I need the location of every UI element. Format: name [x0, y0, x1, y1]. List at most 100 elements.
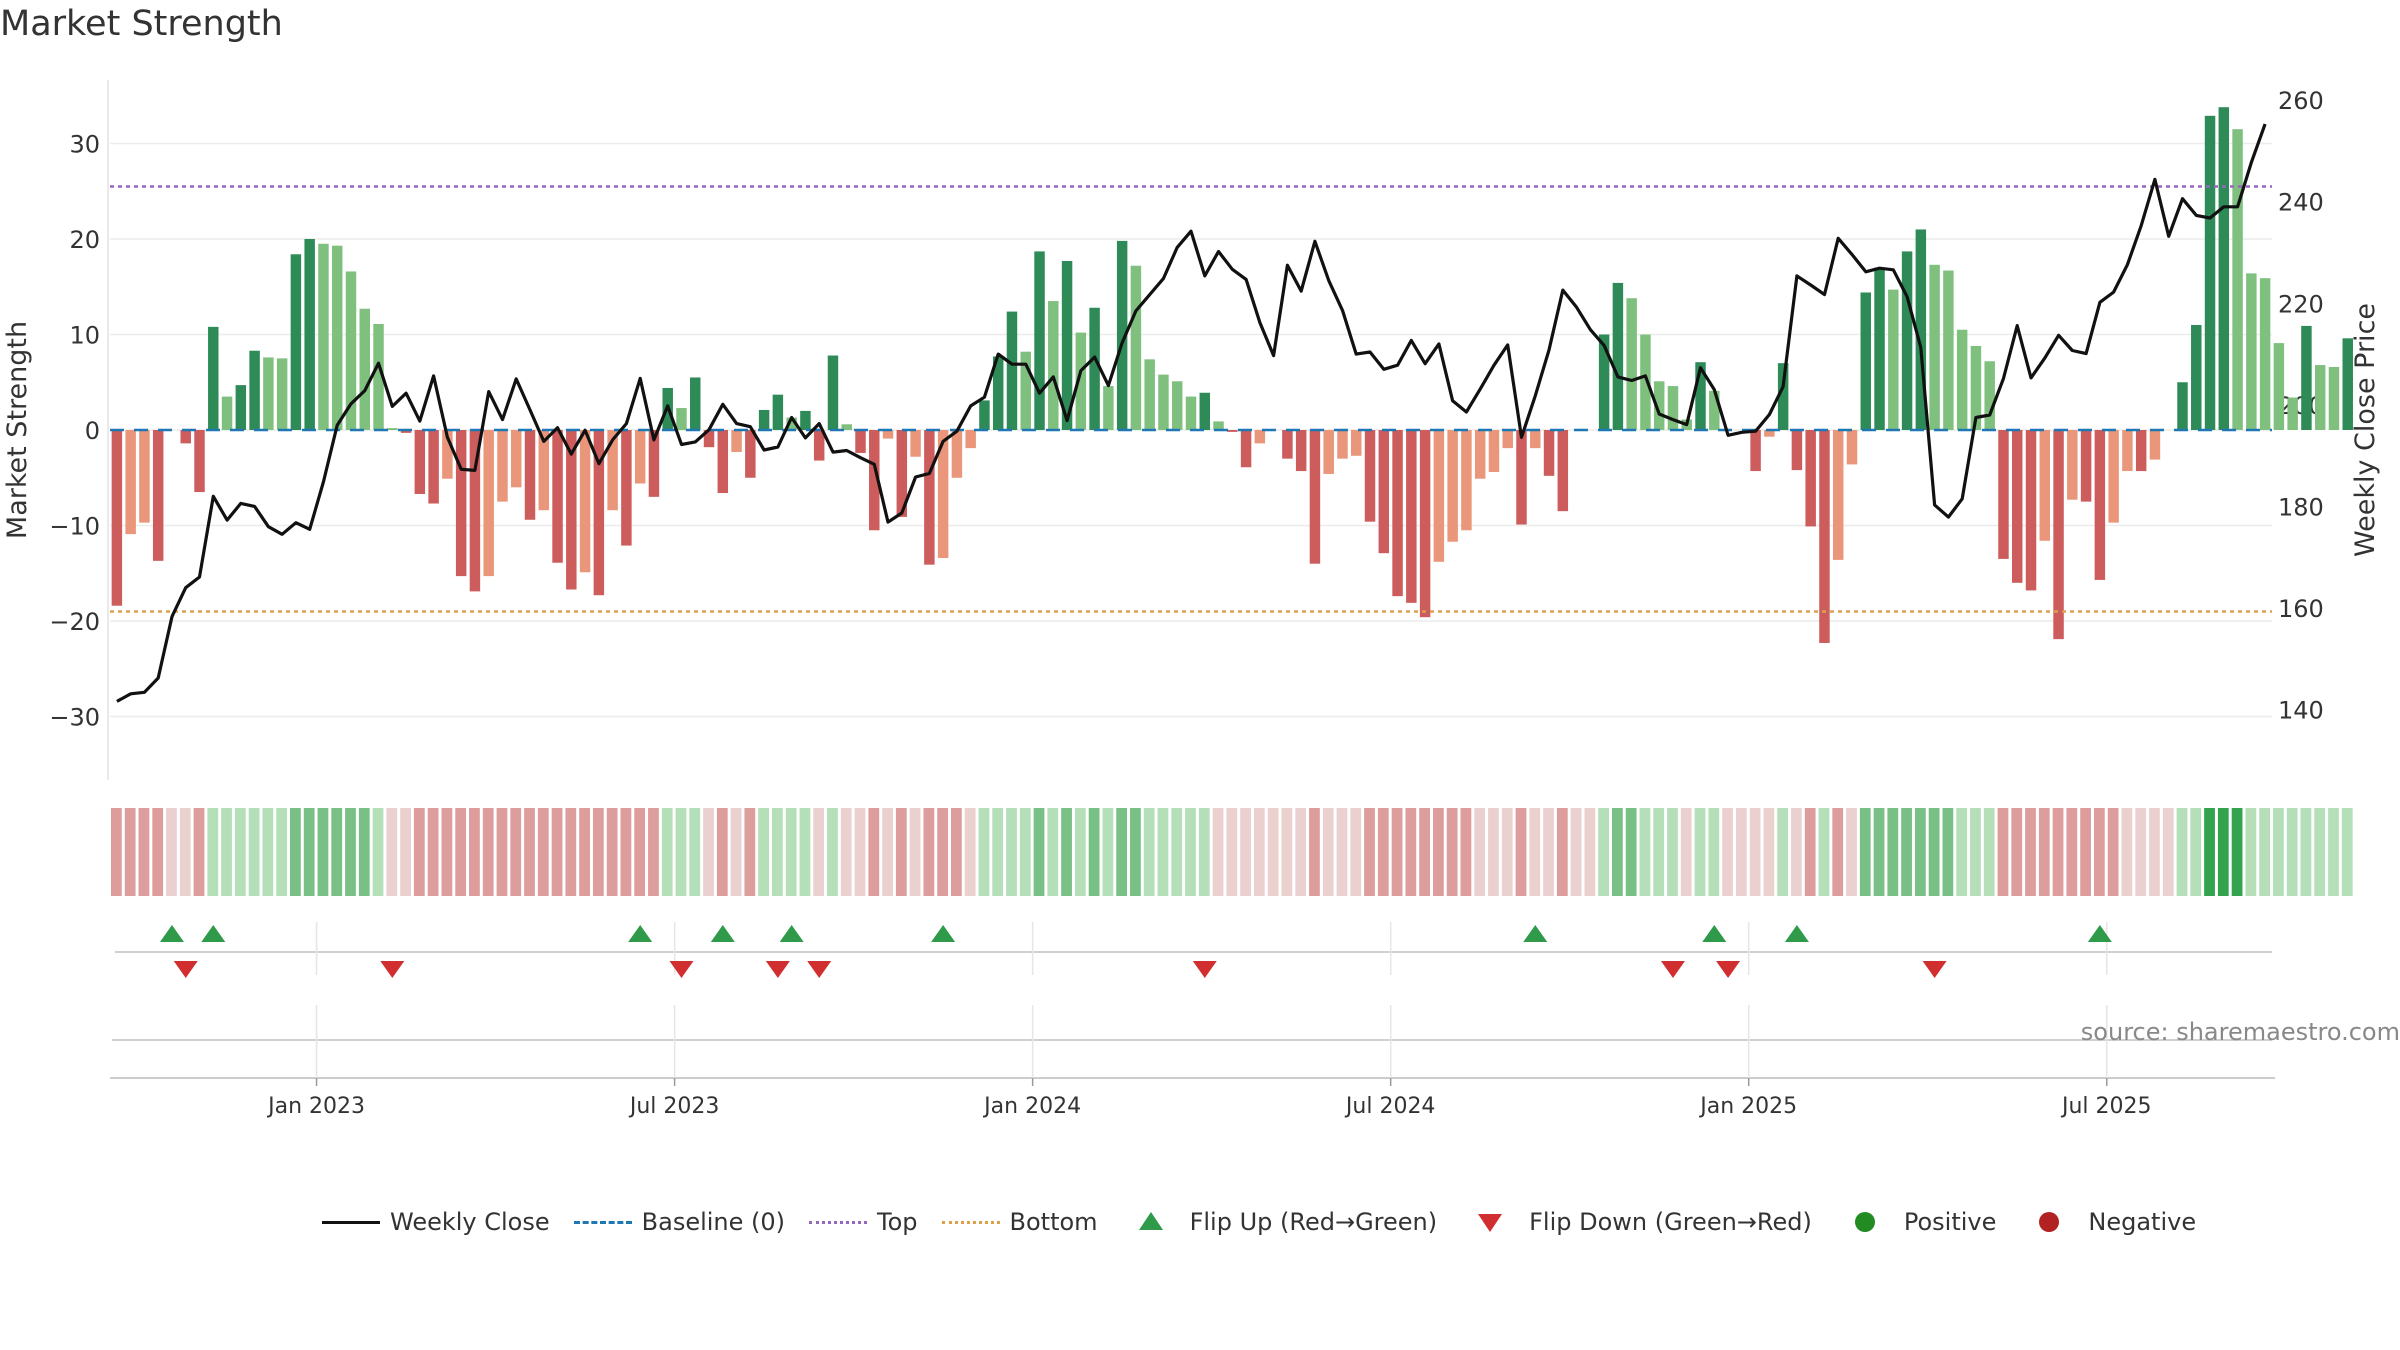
strength-bar-positive: [2191, 324, 2202, 430]
legend-label-positive: Positive: [1903, 1208, 1997, 1236]
regime-cell: [1281, 808, 1293, 896]
strength-bar-negative: [194, 430, 205, 493]
flip-down-marker: [1716, 961, 1741, 978]
regime-cell: [427, 808, 439, 896]
strength-bar-positive: [827, 355, 839, 430]
regime-cell: [2300, 808, 2312, 896]
strength-bar-negative: [139, 430, 150, 523]
regime-cell: [716, 808, 728, 896]
regime-cell: [1501, 808, 1513, 896]
strength-bar-negative: [2053, 430, 2064, 640]
regime-cell: [1226, 808, 1238, 896]
strength-bar-positive: [1915, 229, 1927, 430]
regime-cell: [1488, 808, 1499, 896]
strength-bar-positive: [772, 394, 784, 430]
regime-cell: [1391, 808, 1403, 896]
flip-up-marker: [931, 925, 956, 942]
regime-cell: [1006, 808, 1017, 896]
regime-cell: [1735, 808, 1747, 896]
regime-cell: [1474, 808, 1486, 896]
flip-up-marker: [779, 925, 804, 942]
regime-cell: [2176, 808, 2188, 896]
regime-cell: [1157, 808, 1169, 896]
strength-bar-negative: [2094, 430, 2106, 580]
regime-cell: [1212, 808, 1224, 896]
source-note: source: sharemaestro.com: [2080, 1018, 2400, 1046]
regime-cell: [895, 808, 907, 896]
strength-bar-positive: [690, 377, 701, 430]
regime-cell: [1791, 808, 1802, 896]
strength-bar-negative: [882, 430, 894, 439]
strength-bar-negative: [2012, 430, 2023, 583]
strength-bar-negative: [566, 430, 577, 590]
strength-bar-negative: [442, 430, 453, 479]
regime-cell: [1460, 808, 1472, 896]
regime-cell: [840, 808, 852, 896]
regime-cell: [537, 808, 549, 896]
regime-cell: [1019, 808, 1031, 896]
strength-bar-negative: [455, 430, 467, 577]
legend-label-baseline: Baseline (0): [641, 1208, 786, 1236]
regime-cell: [1722, 808, 1733, 896]
regime-cell: [1598, 808, 1610, 896]
strength-bar-negative: [2122, 430, 2133, 472]
strength-bar-negative: [1832, 430, 1844, 560]
regime-cell: [1171, 808, 1183, 896]
legend-item-flip-up: Flip Up (Red→Green): [1120, 1208, 1438, 1236]
regime-cell: [1543, 808, 1554, 896]
strength-bar-negative: [910, 430, 921, 457]
strength-bar-negative: [524, 430, 536, 520]
regime-cell: [1116, 808, 1128, 896]
strength-bar-positive: [263, 357, 274, 430]
strength-bar-negative: [1378, 430, 1390, 554]
strength-bar-positive: [1199, 392, 1211, 430]
regime-cell: [1446, 808, 1458, 896]
strength-bar-positive: [979, 400, 990, 430]
strength-bar-negative: [1846, 430, 1858, 465]
regime-cell: [785, 808, 797, 896]
regime-cell: [703, 808, 714, 896]
strength-bar-negative: [1282, 430, 1293, 459]
flip-up-marker: [159, 925, 184, 942]
strength-bar-positive: [1929, 264, 1940, 430]
regime-cell: [317, 808, 329, 896]
regime-cell: [1130, 808, 1141, 896]
strength-bar-positive: [359, 308, 370, 430]
bottom-swatch: [940, 1212, 1002, 1232]
y-right-tick-label: 140: [2278, 697, 2324, 725]
flip-down-marker: [1192, 961, 1217, 978]
strength-bar-positive: [1695, 362, 1706, 430]
regime-cell: [1364, 808, 1375, 896]
strength-bar-negative: [428, 430, 439, 504]
regime-cell: [1198, 808, 1210, 896]
y-tick-label: 10: [69, 322, 100, 350]
regime-cell: [2093, 808, 2105, 896]
strength-bar-positive: [1048, 301, 1059, 430]
strength-bar-positive: [1653, 381, 1665, 430]
x-tick-label: Jul 2025: [2060, 1094, 2152, 1119]
regime-cell: [469, 808, 480, 896]
regime-cell: [1804, 808, 1816, 896]
strength-bar-positive: [1640, 334, 1651, 430]
strength-bar-negative: [2025, 430, 2037, 591]
strength-bar-positive: [1006, 311, 1018, 430]
regime-cell: [345, 808, 356, 896]
strength-bar-positive: [1874, 267, 1885, 430]
strength-bar-negative: [2108, 430, 2119, 523]
flip-up-marker: [2087, 925, 2112, 942]
regime-cell: [1997, 808, 2009, 896]
strength-bar-positive: [221, 396, 233, 430]
regime-cell: [2259, 808, 2270, 896]
strength-bar-negative: [1474, 430, 1486, 479]
strength-bar-positive: [290, 254, 302, 430]
strength-bar-negative: [1998, 430, 2009, 559]
legend-label-flip-up: Flip Up (Red→Green): [1189, 1208, 1438, 1236]
strength-bar-positive: [786, 417, 797, 430]
y-tick-label: −30: [49, 704, 100, 732]
weekly-close-swatch: [320, 1212, 382, 1232]
strength-bar-positive: [1598, 334, 1610, 430]
regime-cell: [1143, 808, 1155, 896]
strength-bar-negative: [813, 430, 825, 461]
regime-cell: [1970, 808, 1981, 896]
strength-bar-negative: [469, 430, 481, 592]
